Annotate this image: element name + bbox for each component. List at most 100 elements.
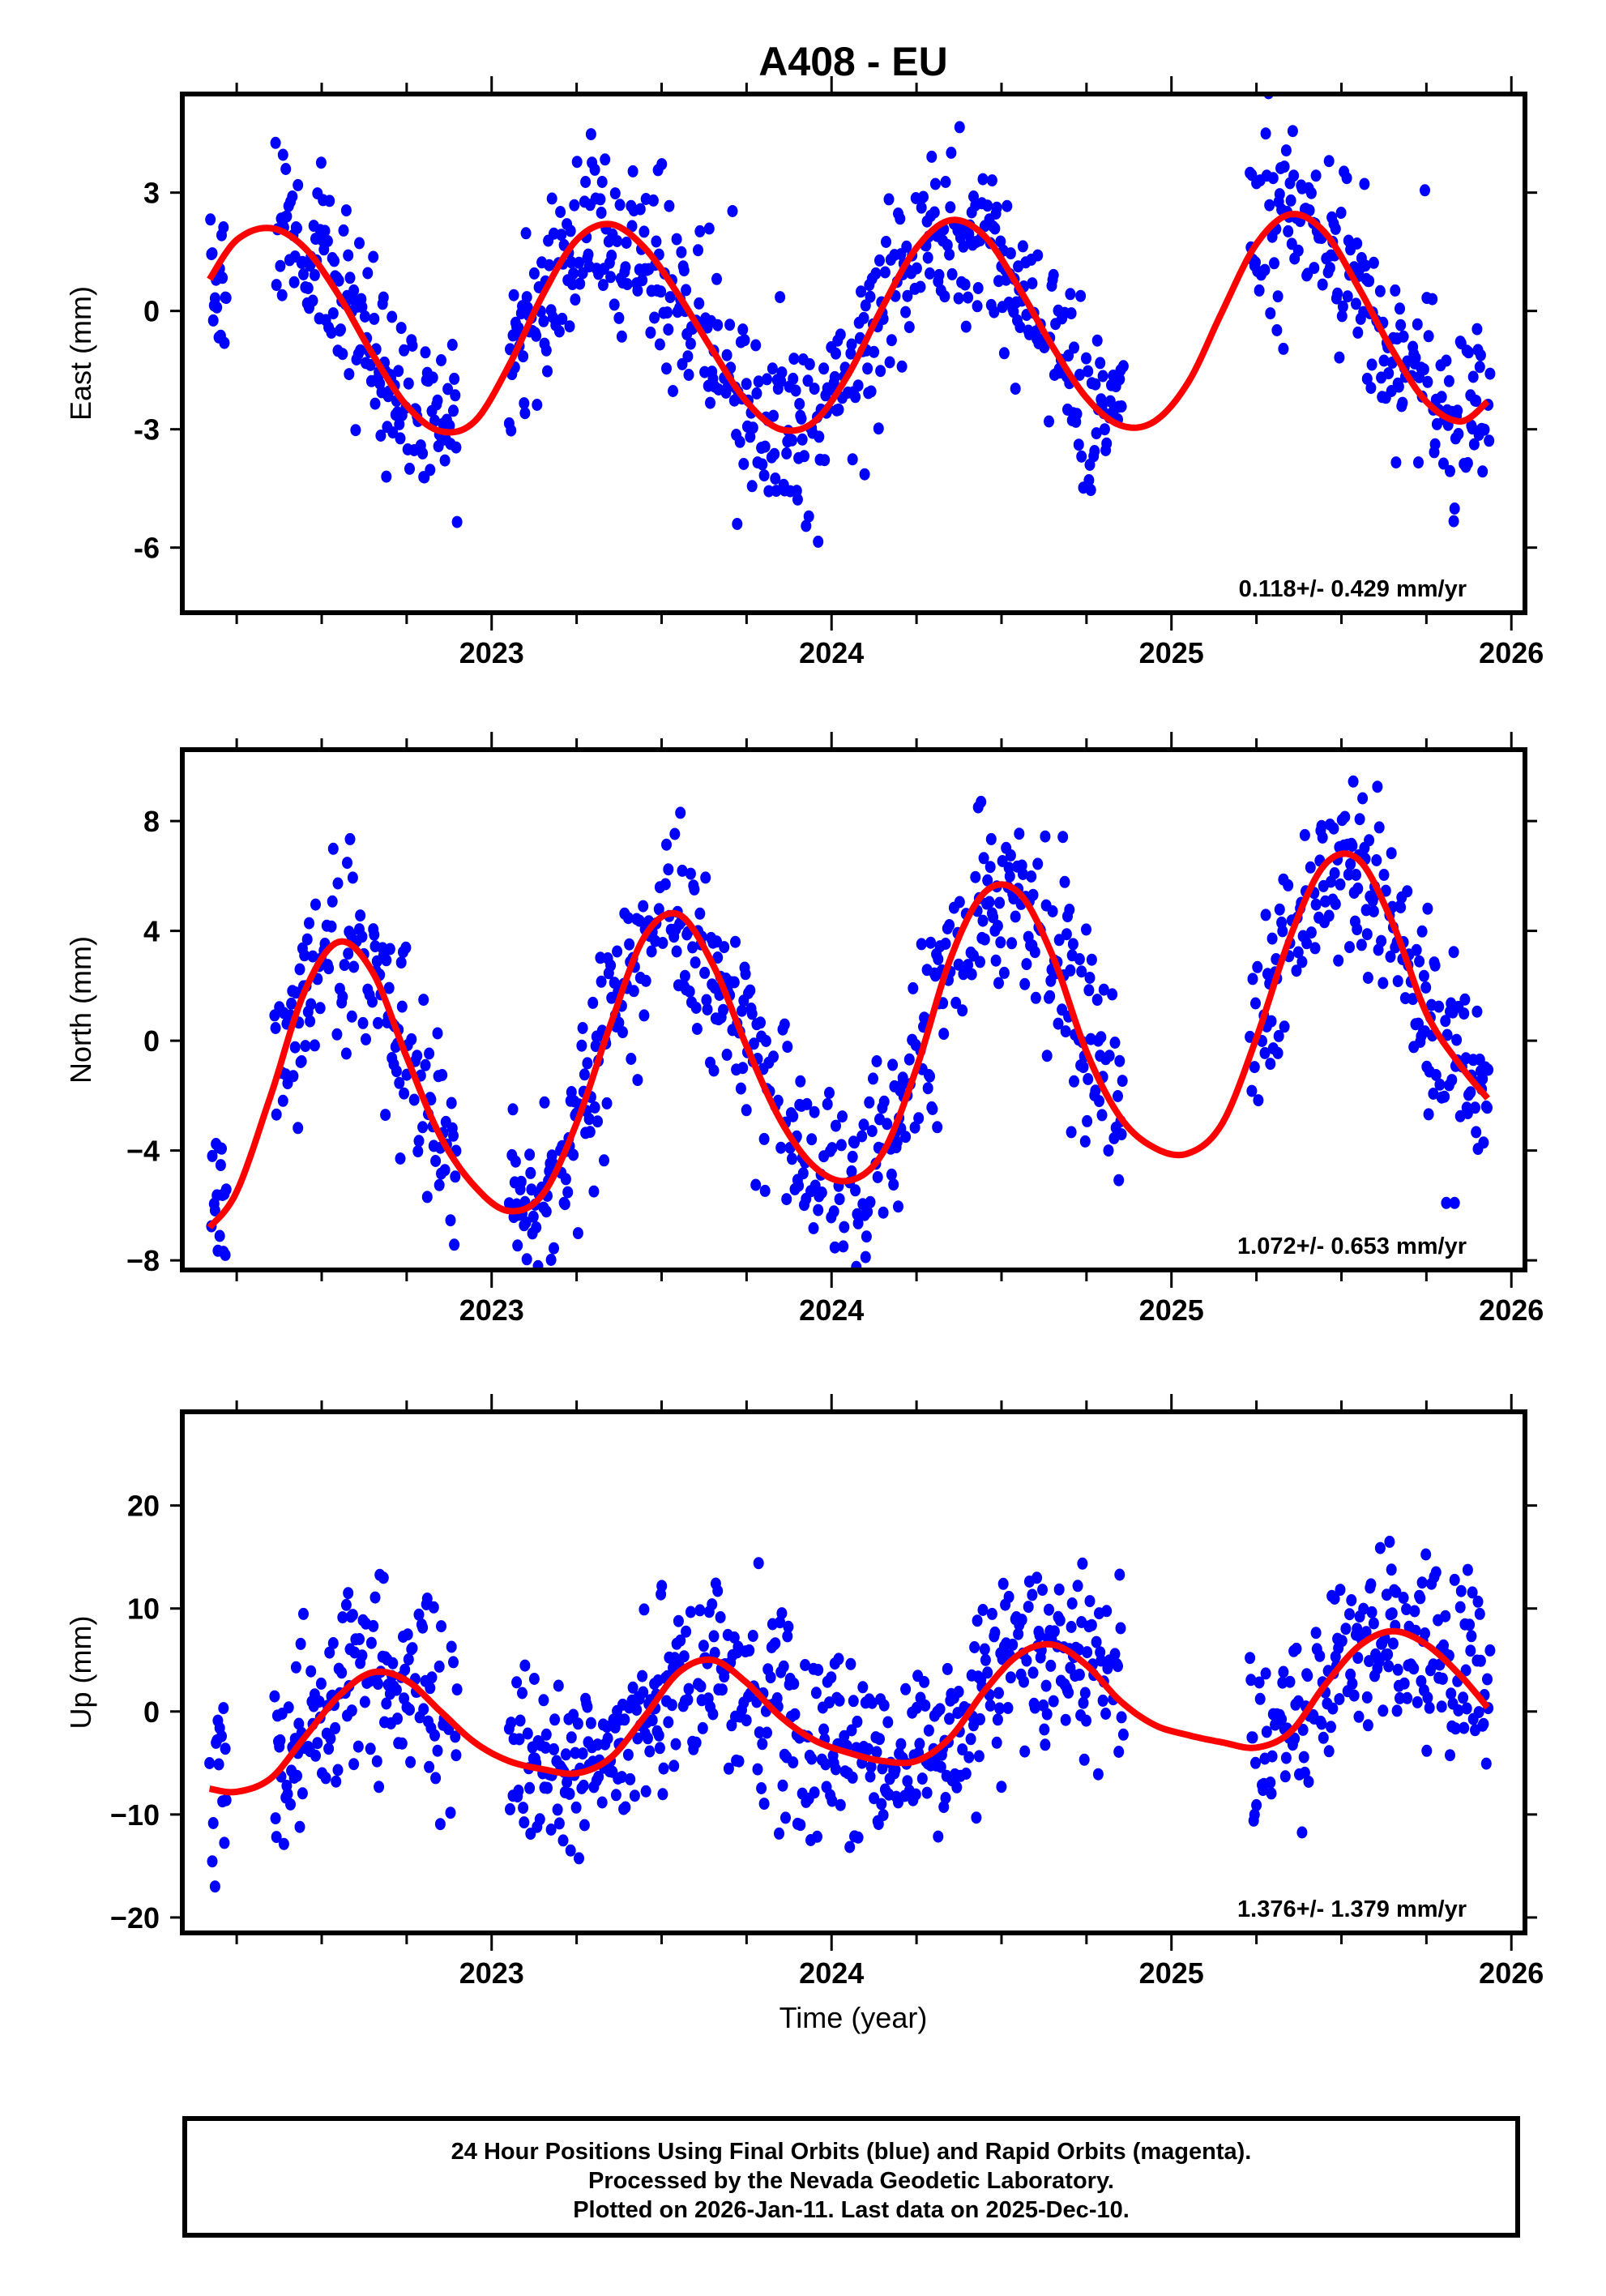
data-point: [326, 326, 337, 339]
data-point: [1445, 464, 1455, 477]
data-point: [944, 919, 955, 931]
data-point: [384, 943, 395, 956]
data-point: [1468, 438, 1480, 451]
y-tick-label: 0: [143, 295, 160, 328]
data-point: [1402, 885, 1413, 898]
data-point: [606, 250, 617, 262]
data-point: [1477, 1072, 1489, 1085]
data-point: [653, 1729, 664, 1742]
data-point: [637, 274, 648, 287]
data-point: [1346, 1594, 1357, 1606]
data-point: [639, 1603, 650, 1616]
data-point: [1249, 1061, 1260, 1074]
data-point: [780, 1811, 791, 1824]
data-point: [834, 1193, 845, 1206]
data-point: [1467, 370, 1479, 383]
data-point: [705, 396, 715, 409]
data-point: [834, 1694, 845, 1707]
data-point: [982, 199, 993, 212]
data-point: [1114, 1568, 1125, 1581]
data-point: [293, 1122, 304, 1135]
data-point: [795, 1075, 806, 1088]
data-point: [535, 1315, 545, 1327]
data-point: [699, 966, 711, 979]
y-axis-label-up: Up (mm): [64, 1616, 97, 1729]
data-point: [568, 1148, 579, 1161]
data-point: [685, 1605, 696, 1618]
data-point: [444, 419, 455, 432]
data-point: [568, 1708, 579, 1721]
data-point: [860, 1251, 871, 1263]
data-point: [302, 282, 314, 294]
data-point: [1014, 321, 1026, 334]
data-point: [1374, 284, 1386, 297]
data-point: [1436, 1700, 1447, 1713]
data-point: [656, 285, 667, 298]
data-point: [1048, 268, 1059, 281]
data-point: [331, 1775, 342, 1788]
data-point: [701, 994, 712, 1007]
y-tick-label: 8: [143, 805, 160, 838]
data-point: [1334, 1693, 1345, 1705]
data-point: [582, 1057, 593, 1070]
panel-east: 3 0 -3 -6 2023 2024 2025 2026 East (mm) 0.118+/- …: [64, 76, 1544, 669]
data-point: [352, 1740, 364, 1753]
data-point: [866, 1125, 878, 1138]
data-point: [657, 937, 668, 949]
data-point: [663, 323, 674, 336]
data-point: [1475, 1654, 1486, 1667]
data-point: [1251, 1798, 1262, 1811]
data-point: [1323, 909, 1335, 922]
data-point: [895, 212, 906, 225]
data-point: [769, 447, 780, 460]
data-point: [1113, 1090, 1123, 1102]
data-point: [1328, 822, 1339, 835]
data-point: [671, 945, 682, 958]
data-point: [412, 1050, 423, 1062]
data-point: [1365, 1578, 1377, 1591]
data-point: [1266, 1750, 1278, 1763]
data-point: [1074, 1668, 1085, 1681]
data-point: [919, 1675, 930, 1688]
data-point: [1483, 1063, 1494, 1076]
data-point: [327, 895, 338, 908]
data-point: [1040, 830, 1051, 843]
plot-frame-east: [180, 92, 1527, 615]
data-point: [734, 435, 745, 448]
plot-frame-north: [180, 747, 1527, 1272]
data-point: [864, 1096, 875, 1109]
data-point: [570, 293, 581, 306]
data-point: [986, 1607, 997, 1620]
data-point: [829, 370, 840, 383]
data-point: [681, 284, 692, 297]
data-point: [574, 1852, 584, 1865]
data-point: [312, 1737, 323, 1750]
data-point: [833, 403, 844, 416]
data-point: [723, 1762, 734, 1775]
data-point: [765, 1671, 776, 1684]
data-point: [214, 1229, 225, 1242]
x-tick-label: 2026: [1479, 636, 1544, 669]
data-point: [1099, 423, 1110, 436]
data-point: [944, 1712, 955, 1725]
data-point: [1472, 1595, 1484, 1608]
data-point: [1344, 1608, 1355, 1621]
data-point: [1368, 905, 1379, 917]
data-point: [1317, 278, 1328, 291]
data-point: [1376, 934, 1387, 947]
data-point: [779, 1018, 790, 1031]
data-point: [653, 903, 664, 916]
data-point: [528, 1673, 540, 1685]
data-point: [989, 1626, 1001, 1639]
data-point: [977, 173, 989, 186]
data-point: [1377, 977, 1389, 990]
data-point: [421, 1191, 433, 1204]
data-point: [1340, 1623, 1352, 1635]
data-point: [585, 128, 596, 141]
data-point: [806, 1752, 818, 1765]
data-point: [395, 956, 407, 969]
data-point: [309, 268, 320, 281]
data-point: [1053, 1583, 1065, 1596]
data-point: [1310, 169, 1322, 182]
data-point: [861, 1230, 872, 1243]
